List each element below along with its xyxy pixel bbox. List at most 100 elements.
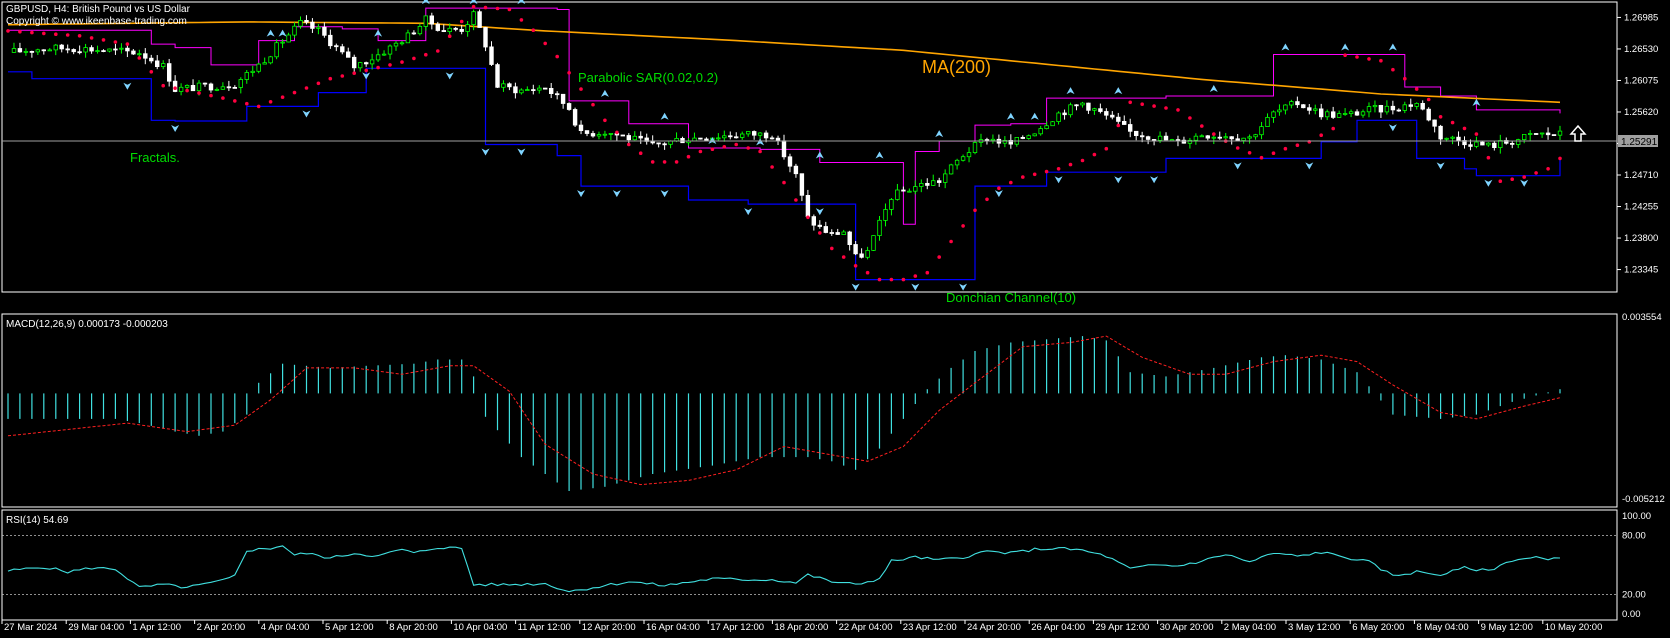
sar-dot (352, 71, 357, 75)
time-tick-label: 8 Apr 20:00 (389, 622, 438, 633)
bear-candle-body (1390, 105, 1396, 111)
candle (578, 120, 584, 135)
candle (1181, 136, 1187, 144)
sar-dot (495, 6, 500, 11)
bull-candle-body (1056, 112, 1061, 123)
candle (960, 154, 966, 162)
candle (405, 29, 411, 44)
bull-candle-body (1044, 125, 1049, 129)
fractal-up-icon (421, 0, 430, 5)
candle (1319, 103, 1324, 120)
bull-candle-body (35, 49, 40, 53)
time-tick-label: 12 Apr 20:00 (582, 622, 636, 633)
sar-dot (1164, 106, 1168, 110)
bear-candle-body (477, 11, 482, 28)
sar-dot (436, 49, 440, 53)
fractal-down-icon (302, 110, 311, 118)
fractal-down-icon (123, 82, 132, 90)
bull-candle-body (1336, 113, 1342, 118)
candle (954, 158, 960, 170)
bull-candle-body (1032, 133, 1037, 137)
bull-candle-body (381, 53, 387, 56)
bear-candle-body (829, 232, 834, 234)
candle (1187, 137, 1193, 149)
candle (1128, 118, 1133, 138)
current-price-label: 1.25291 (1621, 137, 1658, 148)
candle (423, 15, 428, 31)
sar-dot (245, 101, 249, 106)
bear-candle-body (1175, 139, 1181, 142)
bull-candle-body (1342, 113, 1348, 115)
bear-candle-body (1295, 101, 1300, 106)
fractals-annotation: Fractals. (130, 150, 180, 165)
bear-candle-body (823, 226, 828, 233)
bear-candle-body (728, 135, 733, 138)
sar-dot (316, 81, 321, 86)
candle (369, 53, 375, 70)
candle (214, 87, 220, 92)
fractal-down-icon (851, 283, 860, 291)
bear-candle-body (662, 143, 667, 146)
bull-candle-body (1522, 133, 1527, 140)
fractal-up-icon (1066, 87, 1075, 95)
candle (1080, 101, 1085, 108)
candle (1372, 100, 1378, 113)
sar-dot (1295, 143, 1300, 147)
candle (931, 174, 936, 186)
candle (752, 130, 757, 140)
bull-candle-body (1528, 133, 1533, 135)
candle (865, 246, 870, 260)
time-tick-label: 2 May 04:00 (1224, 622, 1276, 633)
candle (602, 130, 608, 139)
candle (531, 84, 536, 95)
bull-candle-body (107, 48, 112, 52)
candle (89, 45, 94, 54)
bear-candle-body (1116, 116, 1121, 122)
sar-dot (973, 208, 977, 213)
sar-dot (280, 95, 285, 99)
price-tick-label: 1.23345 (1624, 265, 1658, 276)
time-tick-label: 10 Apr 04:00 (453, 622, 507, 633)
bear-candle-body (363, 62, 369, 65)
fractal-down-icon (1520, 179, 1529, 187)
time-tick-label: 17 Apr 12:00 (710, 622, 764, 633)
sar-dot (1116, 123, 1121, 128)
bear-candle-body (984, 139, 990, 142)
sar-dot (638, 151, 643, 155)
sar-dot (1510, 177, 1514, 181)
bull-candle-body (1169, 139, 1175, 142)
sar-dot (650, 160, 655, 164)
candle (280, 39, 285, 49)
sar-dot (1104, 146, 1109, 151)
bull-candle-body (119, 47, 124, 50)
sar-dot (6, 29, 10, 33)
candle (65, 44, 70, 54)
fractal-down-icon (1436, 162, 1445, 170)
sar-dot (1140, 102, 1144, 106)
candle (1104, 108, 1109, 120)
candle (1002, 136, 1008, 148)
fractal-up-icon (660, 112, 669, 120)
candle (387, 44, 393, 60)
bear-candle-body (937, 180, 942, 183)
bull-candle-body (501, 83, 506, 88)
candle (1313, 104, 1318, 115)
bear-candle-body (1128, 124, 1133, 132)
candle (35, 48, 40, 55)
fractal-up-icon (1281, 43, 1290, 51)
bear-candle-body (1122, 121, 1127, 125)
bear-candle-body (1426, 108, 1431, 121)
sar-dot (1056, 167, 1061, 171)
candle (17, 42, 23, 53)
candle (298, 16, 303, 29)
bear-candle-body (1420, 103, 1425, 110)
candle (411, 30, 417, 35)
candle (1253, 133, 1258, 140)
bear-candle-body (166, 63, 172, 82)
sar-dot (853, 264, 858, 268)
candle (77, 45, 82, 55)
candle (740, 131, 745, 140)
fractal-down-icon (171, 124, 180, 132)
bear-candle-body (805, 194, 811, 217)
